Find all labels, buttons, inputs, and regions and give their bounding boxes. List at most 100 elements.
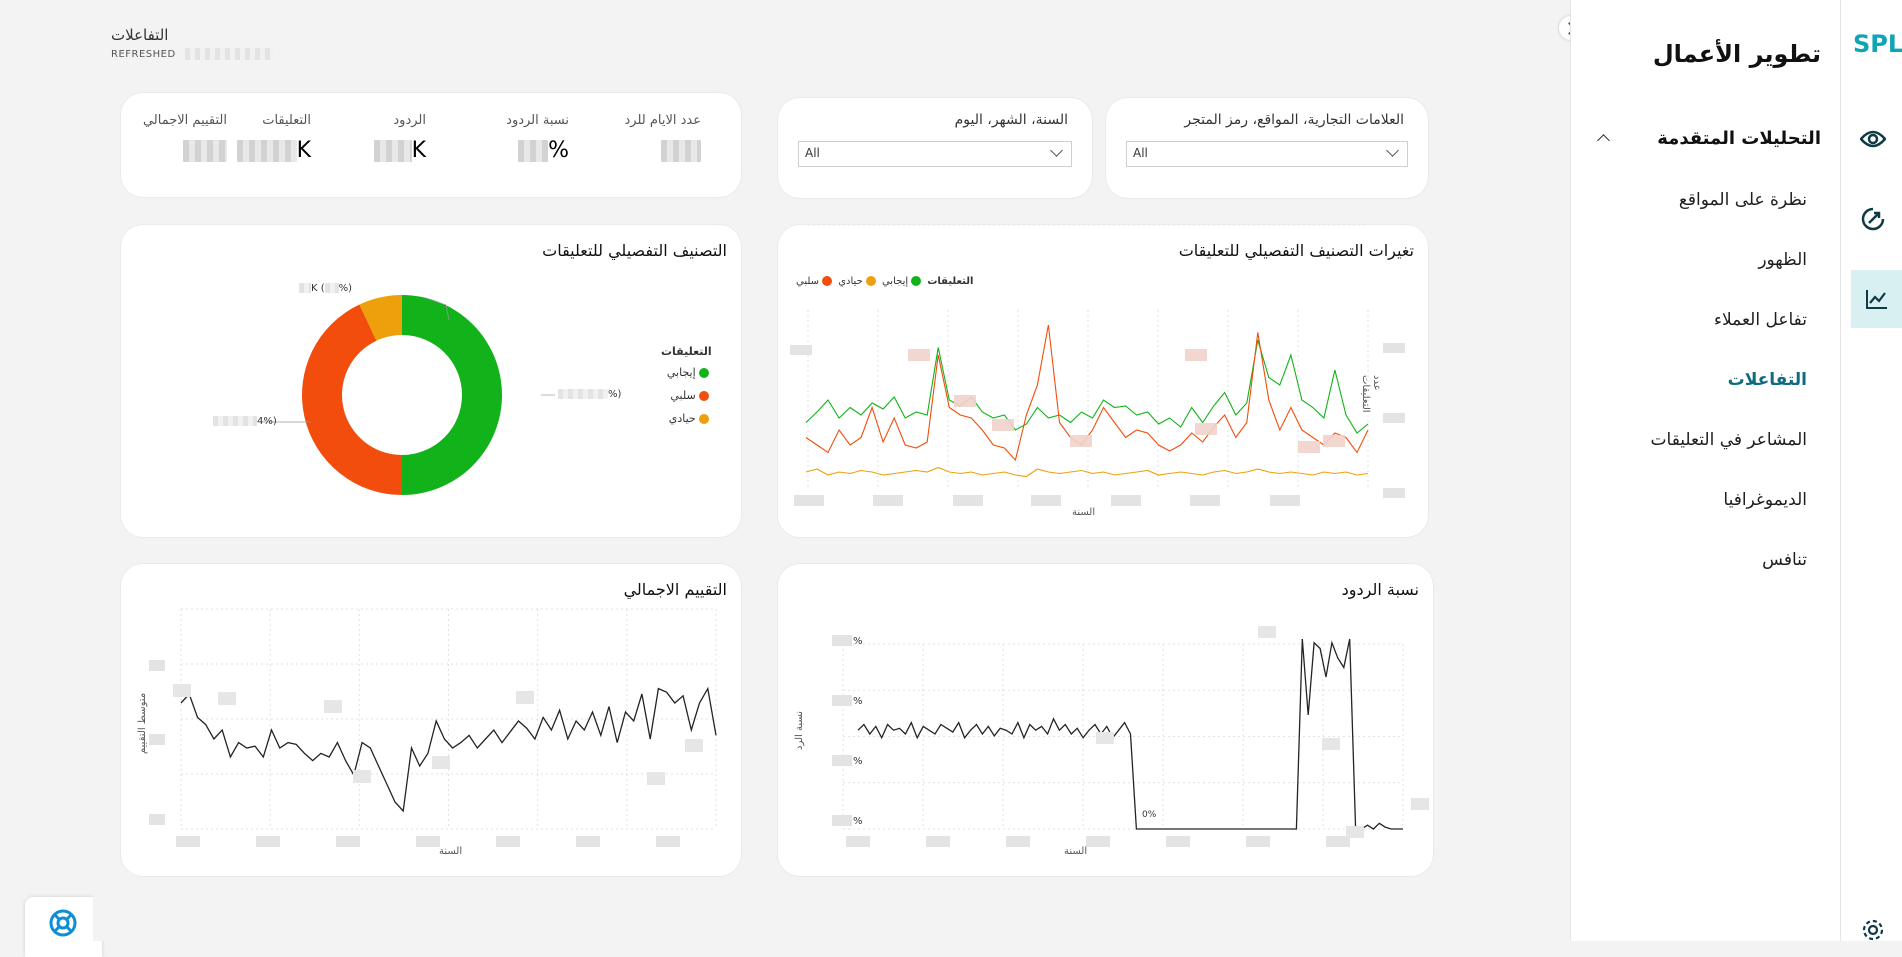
sidebar-section-advanced[interactable]: التحليلات المتقدمة bbox=[1591, 128, 1821, 152]
data-label-zero: 0% bbox=[1142, 810, 1157, 820]
axis-tick-suffix: % bbox=[853, 636, 863, 647]
sidebar-title: تطوير الأعمال bbox=[1652, 40, 1821, 68]
tick-label-redacted bbox=[1166, 836, 1190, 847]
axis-tick-redacted bbox=[1383, 488, 1405, 498]
sidebar-item-comment-sentiment[interactable]: المشاعر في التعليقات bbox=[1650, 430, 1807, 450]
tick-label-redacted bbox=[794, 495, 824, 506]
trend-legend: التعليقات إيجابي حيادي سلبي bbox=[796, 276, 973, 287]
axis-tick-suffix: % bbox=[853, 816, 863, 827]
tick-label-redacted bbox=[846, 836, 870, 847]
kpi-overall-rating: التقييم الاجمالي bbox=[143, 113, 227, 163]
help-button[interactable] bbox=[25, 897, 102, 957]
kpi-replies: الردود K bbox=[373, 113, 426, 163]
reply-rate-chart-card: نسبة الردود %%%% 0% السنة نسبة الرد bbox=[778, 564, 1433, 876]
app-logo: SPLبل bbox=[1853, 30, 1902, 58]
data-label-redacted bbox=[908, 349, 930, 361]
chart-title: نسبة الردود bbox=[1341, 580, 1419, 599]
chevron-down-icon bbox=[1050, 144, 1063, 157]
tick-label-redacted bbox=[926, 836, 950, 847]
settings-icon[interactable] bbox=[1851, 908, 1895, 952]
rating-chart-card: التقييم الاجمالي السنة متوسط التقييم bbox=[121, 564, 741, 876]
tick-label-redacted bbox=[576, 836, 600, 847]
dropdown-value: All bbox=[1133, 146, 1148, 160]
tick-label-redacted bbox=[496, 836, 520, 847]
axis-tick-suffix: % bbox=[853, 756, 863, 767]
kpi-label: عدد الايام للرد bbox=[624, 113, 701, 128]
brands-dropdown[interactable]: All bbox=[1126, 141, 1408, 167]
eye-icon[interactable] bbox=[1851, 117, 1895, 161]
axis-tick-redacted bbox=[149, 814, 165, 825]
tick-label-redacted bbox=[416, 836, 440, 847]
callout-positive: %) bbox=[558, 389, 621, 400]
tick-label-redacted bbox=[336, 836, 360, 847]
legend-title: التعليقات bbox=[927, 276, 974, 287]
donut-slice-positive bbox=[402, 295, 502, 495]
legend-item-positive: إيجابي bbox=[661, 366, 712, 379]
page-title: التفاعلات bbox=[111, 26, 169, 44]
y-axis-label: نسبة الرد bbox=[794, 710, 805, 750]
positive-series-line bbox=[805, 339, 1369, 434]
kpi-label: التعليقات bbox=[262, 113, 311, 128]
data-label-redacted bbox=[1346, 826, 1364, 838]
sidebar-item-visibility[interactable]: الظهور bbox=[1758, 250, 1807, 270]
chevron-up-icon bbox=[1597, 134, 1610, 147]
refreshed-label: REFRESHED bbox=[111, 49, 176, 60]
kpi-label: التقييم الاجمالي bbox=[142, 113, 227, 128]
tick-label-redacted bbox=[176, 836, 200, 847]
axis-tick-redacted bbox=[149, 734, 165, 745]
chart-title: تغيرات التصنيف التفصيلي للتعليقات bbox=[1178, 241, 1414, 260]
sidebar-item-competition[interactable]: تنافس bbox=[1762, 550, 1807, 570]
sidebar-item-demographics[interactable]: الديموغرافيا bbox=[1723, 490, 1807, 510]
chart-title: التصنيف التفصيلي للتعليقات bbox=[542, 241, 727, 260]
kpi-value-redacted bbox=[661, 140, 701, 162]
kpi-days-to-reply: عدد الايام للرد bbox=[624, 113, 701, 163]
data-label-redacted bbox=[1185, 349, 1207, 361]
donut-chart bbox=[263, 295, 555, 495]
reply-rate-series-line bbox=[857, 638, 1403, 830]
trend-chart-icon[interactable] bbox=[1851, 270, 1902, 328]
brands-slicer[interactable]: العلامات التجارية، المواقع، رمز المتجر A… bbox=[1106, 98, 1428, 198]
data-label-redacted bbox=[1070, 435, 1092, 447]
trend-line-chart bbox=[790, 225, 1405, 506]
kpi-suffix: K bbox=[296, 138, 311, 163]
donut-slice-neutral bbox=[359, 295, 402, 341]
kpi-value-redacted bbox=[518, 140, 549, 162]
data-label-redacted bbox=[647, 772, 665, 785]
callout-neutral: K (%) bbox=[299, 283, 352, 294]
data-label-redacted bbox=[1323, 435, 1345, 447]
rocket-icon[interactable] bbox=[1851, 197, 1895, 241]
data-label-redacted bbox=[218, 692, 236, 705]
axis-tick-redacted bbox=[832, 815, 852, 826]
dropdown-value: All bbox=[805, 146, 820, 160]
axis-tick-redacted bbox=[149, 660, 165, 671]
data-label-redacted bbox=[1322, 738, 1340, 750]
tick-label-redacted bbox=[953, 495, 983, 506]
x-axis-label: السنة bbox=[1072, 507, 1096, 518]
legend-item-positive: إيجابي bbox=[881, 276, 909, 287]
sidebar: تطوير الأعمال التحليلات المتقدمة نظرة عل… bbox=[1570, 0, 1841, 941]
x-axis-label: السنة bbox=[1064, 846, 1088, 857]
rating-line-chart bbox=[149, 608, 717, 847]
tick-label-redacted bbox=[1190, 495, 1220, 506]
tick-label-redacted bbox=[1086, 836, 1110, 847]
tick-label-redacted bbox=[1246, 836, 1270, 847]
sidebar-item-interactions[interactable]: التفاعلات bbox=[1727, 370, 1807, 390]
tick-label-redacted bbox=[656, 836, 680, 847]
data-label-redacted bbox=[1258, 626, 1276, 638]
chart-title: التقييم الاجمالي bbox=[623, 580, 727, 599]
date-dropdown[interactable]: All bbox=[798, 141, 1072, 167]
report-canvas: التفاعلات REFRESHED عدد الايام للرد نسبة… bbox=[93, 0, 1477, 941]
y-axis-label: متوسط التقييم bbox=[137, 692, 148, 754]
tick-label-redacted bbox=[256, 836, 280, 847]
date-slicer[interactable]: السنة، الشهر، اليوم All bbox=[778, 98, 1092, 198]
data-label-redacted bbox=[353, 770, 371, 783]
donut-slice-negative bbox=[302, 304, 402, 495]
sidebar-item-locations[interactable]: نظرة على المواقع bbox=[1678, 190, 1807, 210]
tick-label-redacted bbox=[1031, 495, 1061, 506]
axis-tick-redacted bbox=[832, 755, 852, 766]
section-label: التحليلات المتقدمة bbox=[1657, 128, 1821, 149]
kpi-value-redacted bbox=[236, 140, 297, 162]
reply-rate-line-chart: %%%% 0% bbox=[832, 626, 1429, 847]
rating-series-line bbox=[180, 686, 717, 813]
sidebar-item-customer-engagement[interactable]: تفاعل العملاء bbox=[1713, 310, 1807, 330]
